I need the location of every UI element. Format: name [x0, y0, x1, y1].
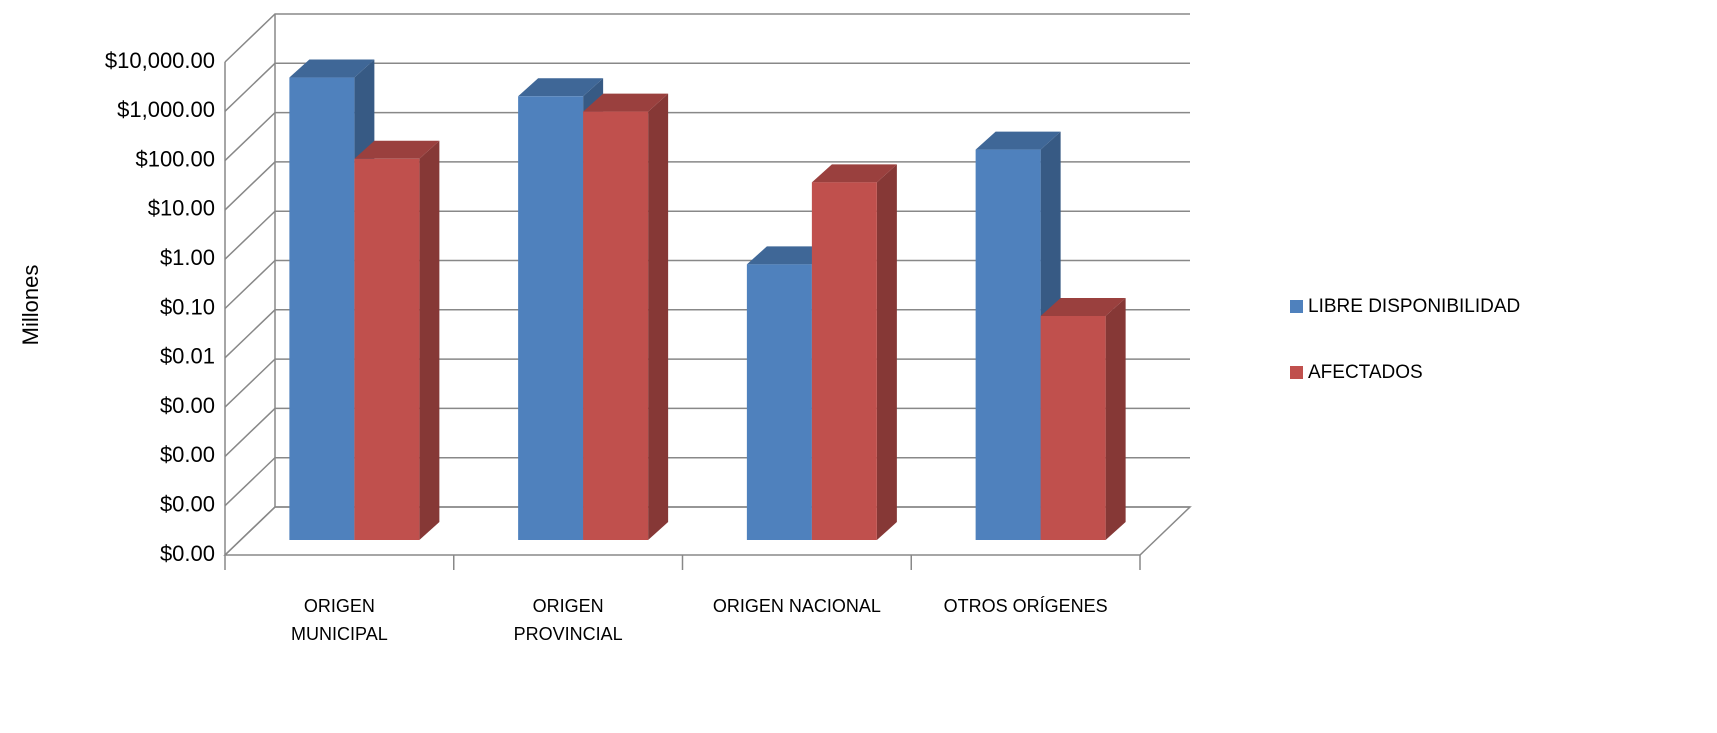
y-tick-label: $1,000.00	[117, 97, 215, 122]
y-tick-label: $0.00	[160, 442, 215, 467]
bar	[518, 96, 584, 541]
bar-top	[583, 93, 669, 112]
bar-side	[419, 140, 440, 541]
bar	[746, 264, 812, 540]
x-tick-label: ORIGEN PROVINCIAL	[513, 596, 623, 644]
y-tick-label: $0.00	[160, 393, 215, 418]
y-tick-label: $0.01	[160, 344, 215, 369]
y-tick-label: $1.00	[160, 245, 215, 270]
legend-swatch	[1290, 366, 1303, 379]
bar-top	[518, 78, 604, 97]
y-tick-label: $0.00	[160, 541, 215, 566]
bar	[354, 158, 420, 541]
grid-line	[224, 62, 1190, 112]
x-tick-label: OTROS ORÍGENES	[943, 596, 1108, 616]
bar-top	[354, 140, 440, 159]
grid-line	[224, 161, 1190, 211]
legend-label: LIBRE DISPONIBILIDAD	[1308, 296, 1520, 317]
bar-top	[746, 246, 832, 265]
y-tick-label: $0.00	[160, 492, 215, 517]
x-tick-label: ORIGEN NACIONAL	[712, 596, 881, 616]
x-tick-label: ORIGEN MUNICIPAL	[291, 596, 388, 644]
y-tick-label: $100.00	[135, 146, 215, 171]
y-tick-label: $10.00	[148, 196, 215, 221]
legend-swatch	[1290, 300, 1303, 313]
y-axis-label: Millones	[18, 265, 43, 346]
legend-label: AFECTADOS	[1308, 362, 1423, 383]
bar-side	[1105, 297, 1126, 540]
bar	[975, 149, 1041, 540]
bar-side	[876, 164, 897, 540]
bar	[583, 111, 649, 540]
bar	[1040, 315, 1106, 540]
y-tick-label: $10,000.00	[105, 48, 215, 73]
bar-top	[975, 131, 1061, 150]
bar-top	[289, 59, 375, 78]
bar-top	[811, 164, 897, 183]
bar-side	[648, 93, 669, 540]
bar-top	[1040, 297, 1126, 316]
grid-line	[224, 13, 1190, 63]
bar	[289, 77, 355, 540]
y-tick-label: $0.10	[160, 294, 215, 319]
grid-line	[224, 111, 1190, 162]
bar	[811, 182, 877, 540]
